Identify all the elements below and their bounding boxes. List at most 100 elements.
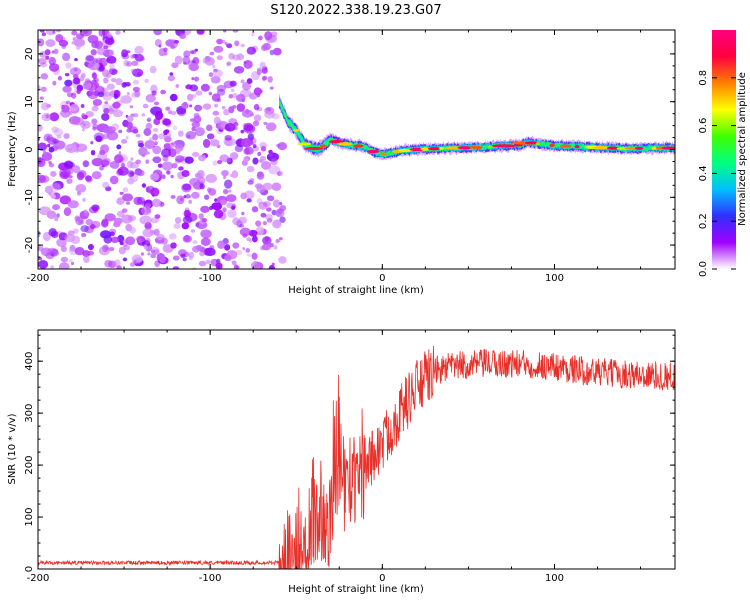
noise-blob (45, 114, 49, 119)
noise-blob (102, 181, 110, 189)
noise-blob (231, 170, 239, 179)
noise-blob (194, 127, 205, 137)
noise-blob (261, 75, 268, 81)
noise-blob (183, 50, 191, 58)
noise-blob (90, 49, 97, 56)
noise-blob (125, 201, 131, 205)
noise-blob (118, 246, 126, 255)
noise-blob (106, 131, 119, 141)
noise-blob (85, 55, 94, 62)
noise-blob (50, 182, 62, 192)
noise-blob (122, 187, 129, 193)
noise-blob (192, 240, 198, 244)
noise-blob (189, 50, 195, 54)
noise-blob (243, 59, 253, 69)
noise-blob (66, 178, 73, 184)
noise-blob (205, 259, 211, 265)
noise-blob (83, 209, 88, 214)
noise-blob (141, 113, 146, 117)
noise-blob (277, 142, 288, 151)
noise-blob (184, 156, 194, 164)
noise-blob (161, 148, 172, 158)
colorbar-tick-label: 0.2 (698, 213, 709, 229)
noise-blob (122, 193, 133, 202)
noise-blob (126, 160, 134, 169)
noise-blob (154, 260, 160, 268)
noise-blob (225, 194, 237, 203)
signal-hotspot (574, 145, 580, 149)
noise-blob (82, 197, 86, 202)
noise-blob (166, 106, 171, 111)
noise-blob (202, 103, 212, 110)
noise-blob (39, 50, 47, 58)
noise-blob (87, 243, 94, 251)
noise-blob (255, 220, 262, 227)
noise-blob (141, 183, 147, 188)
noise-blob (276, 170, 284, 176)
noise-blob (170, 110, 177, 116)
noise-blob (150, 249, 155, 254)
noise-blob (59, 195, 72, 205)
noise-blob (40, 102, 50, 111)
noise-blob (189, 104, 193, 108)
noise-blob (68, 175, 73, 179)
noise-blob (50, 265, 55, 269)
noise-blob (81, 128, 85, 132)
noise-blob (56, 238, 67, 248)
noise-blob (46, 210, 57, 219)
noise-blob (204, 194, 210, 200)
snr-y-ticks: 0 100 200 300 400 (24, 334, 675, 572)
noise-blob (161, 174, 166, 180)
noise-blob (75, 143, 88, 152)
noise-blob (92, 98, 103, 106)
noise-blob (116, 144, 122, 150)
noise-blob (191, 77, 195, 81)
noise-blob (98, 30, 106, 37)
figure-title: S120.2022.338.19.23.G07 (270, 3, 441, 18)
noise-blob (242, 247, 246, 251)
colorbar-label: Normalized spectral amplitude (737, 72, 748, 226)
noise-blob (242, 81, 252, 91)
noise-blob (80, 104, 85, 109)
noise-blob (272, 219, 282, 229)
noise-blob (76, 171, 85, 181)
noise-blob (111, 123, 120, 131)
noise-blob (160, 89, 166, 95)
noise-blob (259, 61, 266, 70)
noise-blob (171, 162, 178, 169)
noise-blob (91, 157, 104, 167)
noise-blob (48, 146, 55, 153)
noise-blob (71, 30, 78, 36)
noise-blob (217, 98, 222, 103)
snr-y-tick-label: 200 (24, 456, 35, 475)
noise-blob (131, 60, 139, 67)
noise-blob (226, 61, 232, 66)
noise-blob (38, 142, 48, 151)
noise-blob (162, 118, 172, 126)
noise-blob (217, 240, 226, 249)
noise-blob (241, 211, 245, 216)
noise-blob (195, 90, 203, 96)
noise-blob (103, 77, 109, 84)
noise-blob (109, 69, 113, 74)
noise-blob (191, 151, 200, 158)
noise-blob (112, 109, 124, 118)
noise-blob (270, 157, 278, 166)
noise-blob (255, 226, 265, 236)
noise-blob (76, 191, 82, 196)
noise-blob (116, 197, 125, 205)
noise-blob (56, 213, 60, 218)
noise-blob (205, 173, 217, 183)
noise-blob (96, 47, 106, 56)
noise-blob (129, 105, 134, 109)
noise-blob (108, 246, 115, 252)
noise-blob (170, 45, 176, 50)
noise-blob (140, 206, 152, 216)
noise-blob (251, 206, 259, 213)
spectrogram-x-tick-label: -100 (199, 273, 222, 284)
noise-blob (252, 144, 257, 149)
noise-blob (126, 115, 134, 122)
noise-blob (82, 123, 86, 127)
signal-hotspot (420, 147, 430, 151)
noise-blob (150, 217, 159, 224)
